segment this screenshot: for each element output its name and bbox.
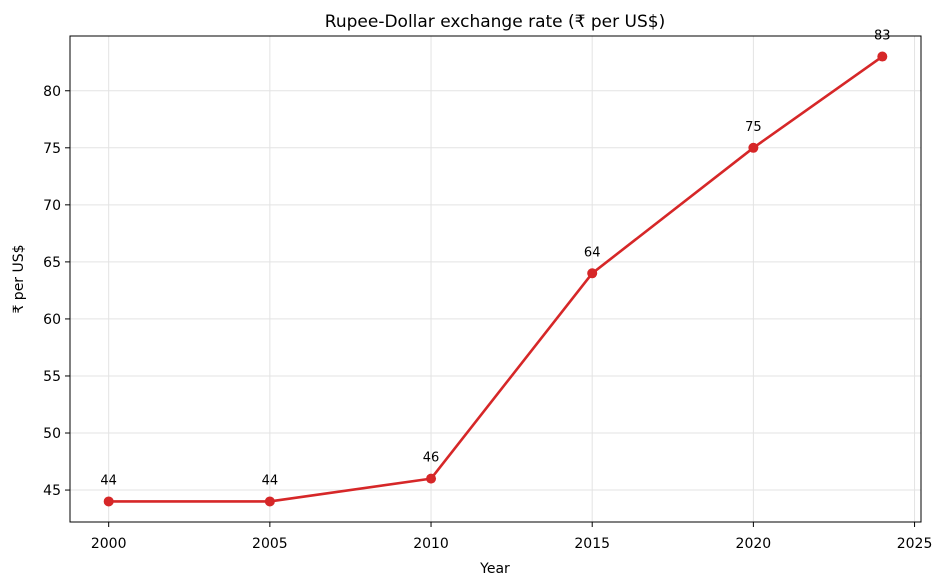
data-label: 44 [100, 473, 117, 488]
x-tick-label: 2010 [413, 536, 449, 552]
data-label: 64 [584, 245, 601, 260]
y-tick-label: 75 [43, 141, 61, 157]
y-tick-label: 65 [43, 255, 61, 271]
grid [70, 36, 921, 522]
x-tick-label: 2000 [91, 536, 127, 552]
x-tick-label: 2015 [574, 536, 610, 552]
y-tick-label: 70 [43, 198, 61, 214]
x-tick-label: 2020 [736, 536, 772, 552]
data-point [103, 496, 114, 507]
x-axis-label: Year [479, 561, 510, 577]
x-tick-label: 2005 [252, 536, 288, 552]
data-label: 75 [745, 120, 762, 135]
x-tick-label: 2025 [897, 536, 933, 552]
data-label: 46 [423, 451, 440, 466]
series-line [108, 55, 884, 503]
data-point [877, 51, 888, 62]
data-label: 83 [874, 29, 891, 44]
series-rupee-dollar [103, 51, 888, 507]
plot-frame [69, 35, 922, 523]
data-point [748, 142, 759, 153]
data-point [264, 496, 275, 507]
y-tick-label: 60 [43, 312, 61, 328]
data-point [587, 268, 598, 279]
data-labels: 44 44 46 64 75 83 [100, 29, 890, 489]
axis-ticks: 2000 2005 2010 2015 2020 2025 45 50 55 60 65 70 75 80 [43, 84, 932, 552]
y-tick-label: 80 [43, 84, 61, 100]
data-label: 44 [262, 473, 279, 488]
y-tick-label: 55 [43, 369, 61, 385]
data-point [426, 473, 437, 484]
chart-title: Rupee-Dollar exchange rate (₹ per US$) [325, 12, 665, 32]
y-tick-label: 45 [43, 483, 61, 499]
y-axis-label: ₹ per US$ [11, 244, 27, 313]
y-tick-label: 50 [43, 426, 61, 442]
